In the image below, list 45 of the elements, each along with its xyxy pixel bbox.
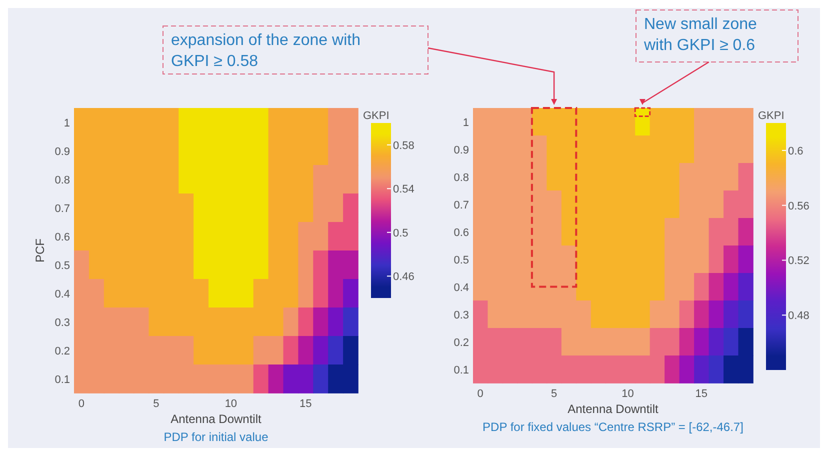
y-tick-label: 0.8	[54, 174, 70, 186]
color-bar-label: 0.54	[393, 184, 414, 196]
y-tick-label: 0.8	[454, 172, 469, 184]
color-bar-label: 0.46	[393, 271, 414, 284]
y-tick-label: 0.3	[454, 309, 469, 322]
y-tick-label: 0.2	[54, 345, 70, 358]
y-tick-label: 0.9	[54, 146, 70, 158]
x-tick-label: 15	[695, 388, 708, 400]
color-bar-label: 0.6	[788, 145, 804, 158]
y-tick-label: 0.1	[454, 364, 469, 376]
x-tick-label: 10	[224, 398, 238, 410]
text: New small zone with GKPI ≥ 0.6	[643, 16, 758, 54]
text: PDP for fixed values “Centre RSRP” = [-62,-46.7]	[482, 420, 744, 434]
y-tick-label: 0.1	[54, 374, 70, 386]
x-tick-label: 5	[550, 388, 558, 400]
x-tick-label: 15	[300, 398, 312, 410]
color-bar-label: 0.52	[788, 255, 810, 268]
y-tick-label: 0.9	[454, 144, 469, 156]
y-tick-label: 1	[462, 116, 469, 129]
x-tick-label: 5	[153, 398, 160, 410]
text: PDP for initial value	[164, 430, 269, 444]
y-tick-label: 0.6	[54, 231, 70, 244]
y-tick-label: 0.3	[54, 316, 70, 329]
color-bar-label: 0.5	[393, 227, 408, 240]
color-bar-title: GKPI	[363, 110, 390, 122]
color-bar-label: 0.58	[393, 140, 414, 152]
y-tick-label: 0.5	[54, 260, 70, 272]
y-tick-label: 0.2	[454, 336, 469, 349]
x-tick-label: 10	[622, 388, 634, 400]
y-tick-label: 0.7	[454, 199, 469, 212]
color-bar-label: 0.48	[788, 310, 810, 322]
y-tick-label: 0.5	[454, 254, 469, 266]
x-tick-label: 0	[78, 398, 85, 410]
y-tick-label: 1	[64, 117, 70, 130]
text: expansion of the zone with GKPI ≥ 0.58	[171, 32, 360, 70]
x-axis-title: Antenna Downtilt	[568, 402, 660, 416]
y-tick-label: 0.7	[54, 202, 70, 215]
color-bar-label: 0.56	[788, 200, 810, 212]
x-axis-title: Antenna Downtilt	[170, 412, 262, 426]
y-tick-label: 0.6	[454, 226, 469, 239]
x-tick-label: 0	[477, 388, 484, 400]
y-tick-label: 0.4	[454, 282, 469, 294]
color-bar-title: GKPI	[758, 110, 784, 122]
y-axis-title: PCF	[33, 238, 47, 262]
y-tick-label: 0.4	[54, 288, 70, 300]
